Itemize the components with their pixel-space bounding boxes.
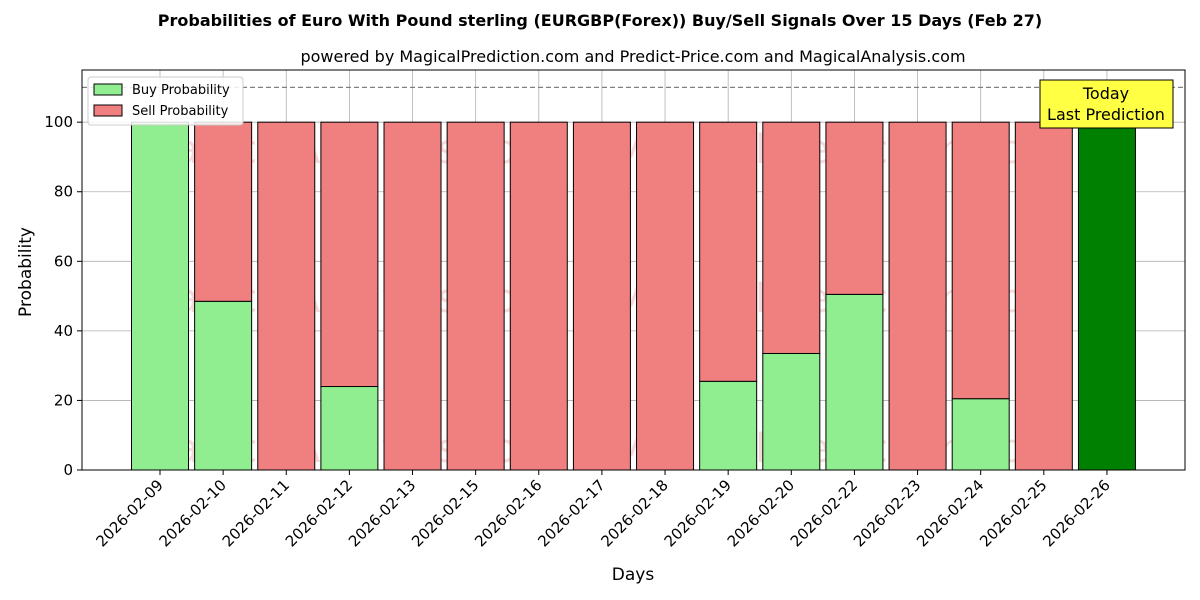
x-tick-label: 2026-02-20 — [724, 476, 798, 550]
y-tick-label: 40 — [54, 322, 73, 340]
sell-bar — [1014, 121, 1073, 471]
today-label: Today — [1082, 84, 1129, 103]
buy-bar — [951, 398, 1010, 471]
y-tick-label: 0 — [63, 461, 73, 479]
x-tick-label: 2026-02-18 — [597, 476, 671, 550]
buy-bar — [1077, 121, 1136, 471]
legend-swatch — [93, 83, 123, 96]
sell-bar — [888, 121, 947, 471]
buy-bar — [320, 386, 379, 471]
sell-bar — [636, 121, 695, 471]
y-tick-label: 100 — [44, 113, 73, 131]
sell-bar — [509, 121, 568, 471]
last-prediction-label: Last Prediction — [1047, 105, 1165, 124]
legend: Buy Probability Sell Probability — [87, 76, 244, 126]
chart-title: Probabilities of Euro With Pound sterlin… — [158, 11, 1043, 30]
sell-bar — [194, 121, 253, 302]
legend-box — [87, 76, 244, 126]
x-tick-label: 2026-02-09 — [92, 476, 166, 550]
buy-bar — [825, 293, 884, 471]
sell-bar — [572, 121, 631, 471]
x-tick-label: 2026-02-23 — [850, 476, 924, 550]
x-tick-label: 2026-02-12 — [282, 476, 356, 550]
sell-bar — [383, 121, 442, 471]
sell-bar — [320, 121, 379, 388]
y-tick-label: 80 — [54, 183, 73, 201]
legend-label: Sell Probability — [132, 104, 229, 119]
buy-bar — [699, 380, 758, 471]
x-tick-label: 2026-02-25 — [976, 476, 1050, 550]
buy-bar — [131, 121, 189, 471]
y-axis-label: Probability — [16, 227, 36, 317]
x-tick-label: 2026-02-24 — [913, 476, 987, 550]
sell-bar — [762, 121, 821, 354]
x-tick-label: 2026-02-26 — [1039, 476, 1113, 550]
today-annotation: Today Last Prediction — [1039, 79, 1174, 129]
chart-subtitle: powered by MagicalPrediction.com and Pre… — [300, 47, 965, 66]
x-axis-label: Days — [612, 565, 655, 585]
legend-label: Buy Probability — [132, 83, 230, 98]
x-tick-label: 2026-02-19 — [661, 476, 735, 550]
buy-bar — [194, 300, 253, 471]
x-tick-label: 2026-02-15 — [408, 476, 482, 550]
today-box — [1039, 79, 1174, 129]
x-tick-label: 2026-02-22 — [787, 476, 861, 550]
x-tick-label: 2026-02-17 — [534, 476, 608, 550]
bars — [131, 121, 1136, 471]
sell-bar — [699, 121, 758, 382]
x-tick-label: 2026-02-11 — [219, 476, 293, 550]
sell-bar — [825, 121, 884, 295]
plot-frame — [81, 69, 1186, 471]
sell-bar — [951, 121, 1010, 400]
buy-bar — [762, 352, 821, 471]
sell-bar — [257, 121, 316, 471]
y-tick-label: 20 — [54, 391, 73, 409]
y-tick-label: 60 — [54, 252, 73, 270]
sell-bar — [446, 121, 505, 471]
x-tick-label: 2026-02-16 — [471, 476, 545, 550]
x-tick-label: 2026-02-10 — [156, 476, 230, 550]
x-tick-label: 2026-02-13 — [345, 476, 419, 550]
legend-swatch — [93, 104, 123, 117]
